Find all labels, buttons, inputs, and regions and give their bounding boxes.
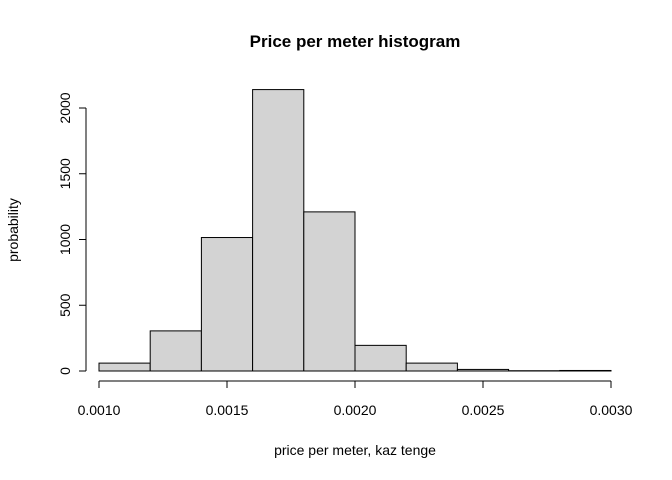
y-tick-label: 2000: [57, 92, 73, 123]
y-axis: 0 500 1000 1500 2000: [57, 92, 87, 375]
y-tick-label: 1000: [57, 224, 73, 255]
histogram-bar: [354, 344, 407, 372]
histogram-bar: [200, 237, 254, 372]
y-axis-label: probability: [5, 198, 21, 262]
y-tick-label: 500: [57, 293, 73, 317]
histogram-bar: [559, 369, 612, 372]
x-axis-label: price per meter, kaz tenge: [274, 442, 436, 458]
histogram-bar: [98, 362, 151, 372]
histogram-bars: [98, 89, 612, 372]
y-tick-label: 1500: [57, 158, 73, 189]
chart-title: Price per meter histogram: [250, 32, 461, 51]
x-tick-label: 0.0010: [78, 402, 121, 418]
x-tick-label: 0.0030: [590, 402, 633, 418]
histogram-bar: [456, 368, 510, 372]
x-tick-label: 0.0020: [334, 402, 377, 418]
y-tick-label: 0: [57, 367, 73, 375]
x-tick-label: 0.0025: [462, 402, 505, 418]
x-tick-label: 0.0015: [206, 402, 249, 418]
histogram-bar: [252, 89, 305, 372]
histogram-bar: [405, 362, 458, 372]
histogram-bar: [303, 211, 356, 372]
x-axis: 0.0010 0.0015 0.0020 0.0025 0.0030: [78, 380, 633, 418]
histogram-bar: [149, 330, 202, 372]
